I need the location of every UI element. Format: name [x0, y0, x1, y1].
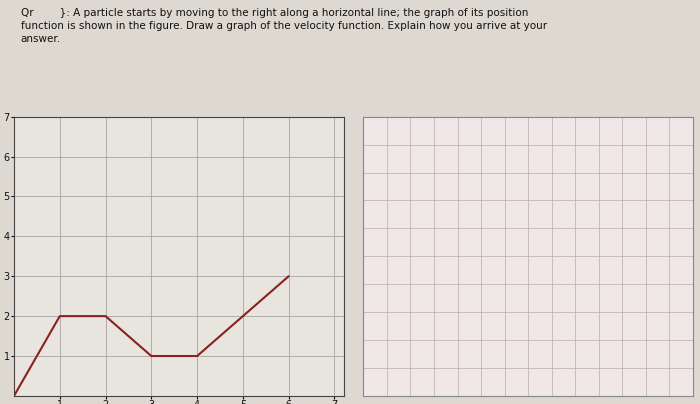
Y-axis label: s (meters): s (meters) — [0, 229, 1, 283]
Text: Qr        }: A particle starts by moving to the right along a horizontal line; t: Qr }: A particle starts by moving to the… — [21, 8, 547, 44]
